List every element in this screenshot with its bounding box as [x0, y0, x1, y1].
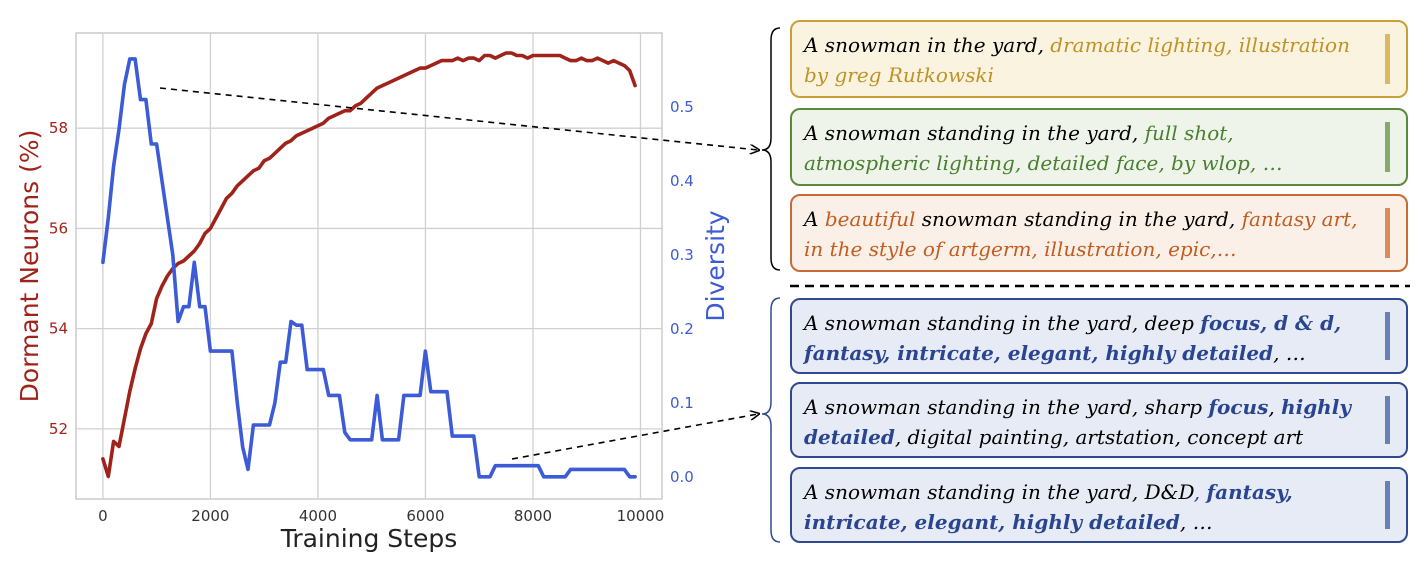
dormant-neurons-line — [101, 51, 637, 479]
top-arrow — [159, 87, 758, 150]
prompt-text-segment: , — [1268, 395, 1282, 419]
left-y-tick-label: 58 — [49, 119, 68, 137]
prompt-text-segment: A snowman standing in the yard, — [804, 121, 1145, 145]
x-axis-title: Training Steps — [280, 524, 458, 553]
y-gridlines — [76, 127, 662, 430]
top-prompt-box: A snowman in the yard, dramatic lighting… — [790, 20, 1408, 98]
prompt-text-segment: , — [1193, 480, 1207, 504]
series-lines — [101, 51, 637, 479]
prompt-text-segment: A snowman standing in the yard, deep — [804, 311, 1201, 335]
prompt-text-segment: A snowman standing in the yard, D&D — [804, 480, 1194, 504]
right-y-tick-label: 0.4 — [670, 172, 694, 190]
right-y-tick-labels: 0.0 0.1 0.2 0.3 0.4 0.5 — [670, 98, 694, 486]
bottom-brace — [761, 297, 781, 543]
prompt-text-segment: dramatic lighting, illustration by greg … — [804, 33, 1350, 87]
x-gridlines — [102, 33, 642, 499]
left-y-tick-label: 56 — [49, 219, 68, 237]
prompt-accent-bar — [1385, 208, 1390, 258]
prompt-text-segment: A snowman in the yard, — [804, 33, 1051, 57]
right-y-tick-label: 0.5 — [670, 98, 694, 116]
right-y-tick-label: 0.0 — [670, 468, 694, 486]
prompt-accent-bar — [1385, 396, 1390, 444]
x-tick-label: 4000 — [299, 507, 337, 525]
top-brace — [761, 27, 781, 271]
x-tick-labels: 0 2000 4000 6000 8000 10000 — [98, 507, 664, 525]
right-y-tick-label: 0.2 — [670, 320, 694, 338]
left-y-tick-labels: 52 54 56 58 — [49, 119, 68, 438]
prompt-text-segment: focus — [1208, 395, 1269, 419]
right-y-tick-label: 0.3 — [670, 246, 694, 264]
prompt-text-segment: beautiful — [824, 207, 916, 231]
prompt-text-segment: highly detailed — [804, 395, 1351, 449]
prompt-accent-bar — [1385, 312, 1390, 360]
prompt-text-segment: , … — [1273, 341, 1306, 365]
prompt-accent-bar — [1385, 122, 1390, 172]
bottom-prompt-box: A snowman standing in the yard, deep foc… — [790, 298, 1408, 374]
prompt-text-segment: , … — [1179, 510, 1213, 534]
prompt-text-segment: A — [804, 207, 825, 231]
left-y-tick-label: 54 — [49, 320, 68, 338]
x-tick-label: 2000 — [191, 507, 229, 525]
diversity-line — [101, 57, 637, 479]
top-prompt-box: A snowman standing in the yard, full sho… — [790, 108, 1408, 186]
prompt-text-segment: full shot, atmospheric lighting, detaile… — [804, 121, 1283, 175]
right-y-axis-title: Diversity — [701, 210, 730, 321]
left-y-tick-label: 52 — [49, 420, 68, 438]
x-tick-label: 0 — [98, 507, 108, 525]
top-prompt-box: A beautiful snowman standing in the yard… — [790, 194, 1408, 272]
bottom-prompt-box: A snowman standing in the yard, D&D, fan… — [790, 467, 1408, 543]
prompt-text-segment: snowman standing in the yard, — [915, 207, 1242, 231]
prompt-text-segment: fantasy, intricate, elegant, highly deta… — [804, 480, 1293, 534]
right-y-tick-label: 0.1 — [670, 394, 694, 412]
x-tick-label: 6000 — [406, 507, 444, 525]
prompt-text-segment: fantasy art, in the style of artgerm, il… — [804, 207, 1358, 261]
prompt-text-segment: focus, d & d, fantasy, intricate, elegan… — [804, 311, 1342, 365]
x-tick-label: 10000 — [617, 507, 665, 525]
bottom-arrow — [511, 414, 758, 460]
prompt-accent-bar — [1385, 34, 1390, 84]
prompt-text-segment: , digital painting, artstation, concept … — [894, 425, 1304, 449]
bottom-prompt-box: A snowman standing in the yard, sharp fo… — [790, 382, 1408, 458]
left-y-axis-title: Dormant Neurons (%) — [15, 130, 44, 403]
x-tick-label: 8000 — [514, 507, 552, 525]
prompt-text-segment: A snowman standing in the yard, sharp — [804, 395, 1209, 419]
prompt-accent-bar — [1385, 481, 1390, 529]
